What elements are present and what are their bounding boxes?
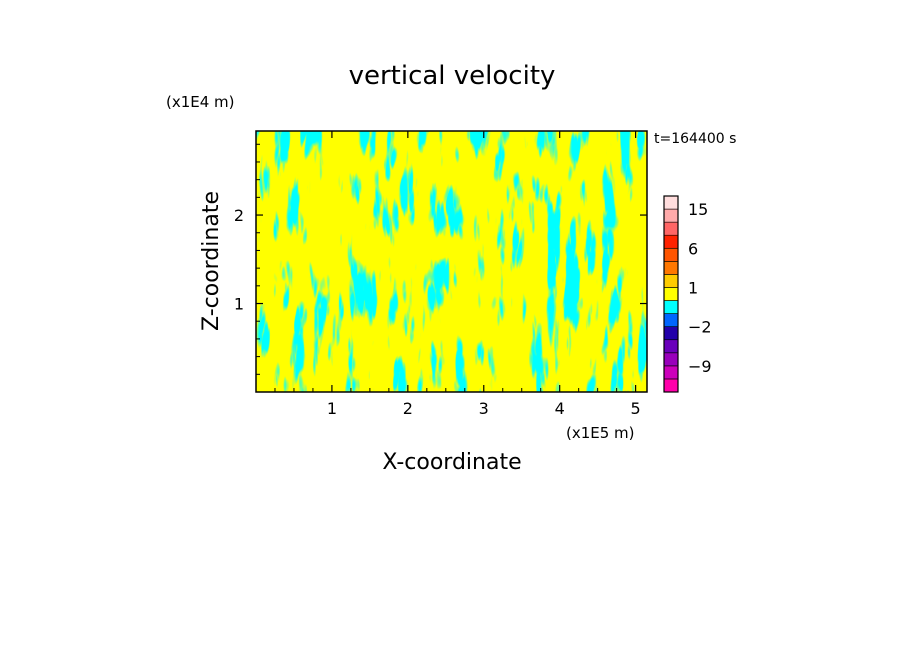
colorbar-swatch: [663, 300, 679, 314]
colorbar-swatch: [663, 195, 679, 210]
x-tick-label: 3: [479, 399, 489, 418]
x-axis-label: X-coordinate: [382, 450, 521, 475]
colorbar-swatch: [663, 352, 679, 367]
colorbar-tick-label: −2: [688, 318, 712, 337]
x-tick-label: 5: [631, 399, 641, 418]
colorbar-swatch: [663, 287, 679, 301]
colorbar-swatch: [663, 234, 679, 249]
y-unit-label: (x1E4 m): [166, 93, 235, 111]
x-unit-label: (x1E5 m): [566, 424, 635, 442]
colorbar-swatch: [663, 221, 679, 236]
x-tick-label: 1: [327, 399, 337, 418]
y-axis-label: Z-coordinate: [199, 191, 224, 331]
y-axis: 12: [234, 143, 647, 375]
colorbar-swatch: [663, 339, 679, 354]
y-tick-label: 1: [234, 295, 244, 314]
colorbar-swatch: [663, 378, 679, 393]
colorbar-swatch: [663, 247, 679, 262]
y-tick-label: 2: [234, 206, 244, 225]
colorbar-tick-label: 1: [688, 278, 698, 297]
colorbar-tick-label: 6: [688, 239, 698, 258]
x-tick-label: 2: [403, 399, 413, 418]
x-axis: 1 2 3 4 5: [274, 131, 641, 418]
colorbar: 15 6 1 −2 −9: [663, 195, 712, 393]
plot-frame: [255, 130, 648, 393]
colorbar-swatch: [663, 261, 679, 275]
positive-fill: [256, 131, 647, 392]
plot-area: [256, 131, 647, 392]
colorbar-swatch: [663, 274, 679, 288]
x-tick-label: 4: [555, 399, 565, 418]
colorbar-swatch: [663, 208, 679, 223]
colorbar-tick-label: −9: [688, 357, 712, 376]
colorbar-swatch: [663, 365, 679, 380]
colorbar-tick-label: 15: [688, 200, 708, 219]
colorbar-swatch: [663, 313, 679, 327]
colorbar-swatch: [663, 326, 679, 341]
chart-title: vertical velocity: [349, 61, 556, 91]
colorbar-frame: [663, 195, 679, 393]
time-label: t=164400 s: [654, 131, 736, 147]
